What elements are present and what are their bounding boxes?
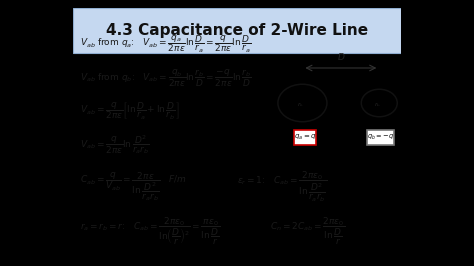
Text: $q_b{=}{-}q$: $q_b{=}{-}q$ — [367, 133, 394, 142]
Text: $r_a = r_b = r$:   $C_{ab} = \dfrac{2\pi\epsilon_0}{\ln\!\left(\dfrac{D}{r}\righ: $r_a = r_b = r$: $C_{ab} = \dfrac{2\pi\e… — [80, 216, 220, 247]
Text: $V_{ab}$ from $q_b$:   $V_{ab} = \dfrac{q_b}{2\pi\epsilon}\ln\dfrac{r_b}{D} = \d: $V_{ab}$ from $q_b$: $V_{ab} = \dfrac{q_… — [80, 67, 252, 89]
Text: $C_{ab} = \dfrac{q}{V_{ab}} = \dfrac{2\pi\epsilon}{\ln\dfrac{D^2}{r_a r_b}}\quad: $C_{ab} = \dfrac{q}{V_{ab}} = \dfrac{2\p… — [80, 171, 187, 203]
Text: $\epsilon_r = 1$:   $C_{ab} = \dfrac{2\pi\epsilon_0}{\ln\dfrac{D^2}{r_a r_b}}$: $\epsilon_r = 1$: $C_{ab} = \dfrac{2\pi\… — [237, 170, 327, 204]
Text: $r_a$: $r_a$ — [297, 100, 304, 109]
FancyBboxPatch shape — [294, 130, 317, 145]
Text: $V_{ab}$ from $q_a$:   $V_{ab} = \dfrac{q_a}{2\pi\epsilon}\ln\dfrac{D}{r_a} = \d: $V_{ab}$ from $q_a$: $V_{ab} = \dfrac{q_… — [80, 34, 251, 55]
Text: $r_b$: $r_b$ — [374, 100, 381, 109]
Text: 4.3 Capacitance of 2-Wire Line: 4.3 Capacitance of 2-Wire Line — [106, 23, 368, 38]
Bar — [73, 8, 401, 53]
Text: $V_{ab} = \dfrac{q}{2\pi\epsilon}\ln\dfrac{D^2}{r_a r_b}$: $V_{ab} = \dfrac{q}{2\pi\epsilon}\ln\dfr… — [80, 133, 150, 156]
FancyBboxPatch shape — [367, 130, 394, 145]
Text: $q_a{=}q$: $q_a{=}q$ — [294, 133, 317, 142]
Text: D: D — [337, 53, 345, 62]
Text: $C_n = 2C_{ab} = \dfrac{2\pi\epsilon_0}{\ln\dfrac{D}{r}}$: $C_n = 2C_{ab} = \dfrac{2\pi\epsilon_0}{… — [270, 216, 345, 247]
Text: $V_{ab} = \dfrac{q}{2\pi\epsilon}\left[\ln\dfrac{D}{r_a} + \ln\dfrac{D}{r_b}\rig: $V_{ab} = \dfrac{q}{2\pi\epsilon}\left[\… — [80, 101, 180, 122]
